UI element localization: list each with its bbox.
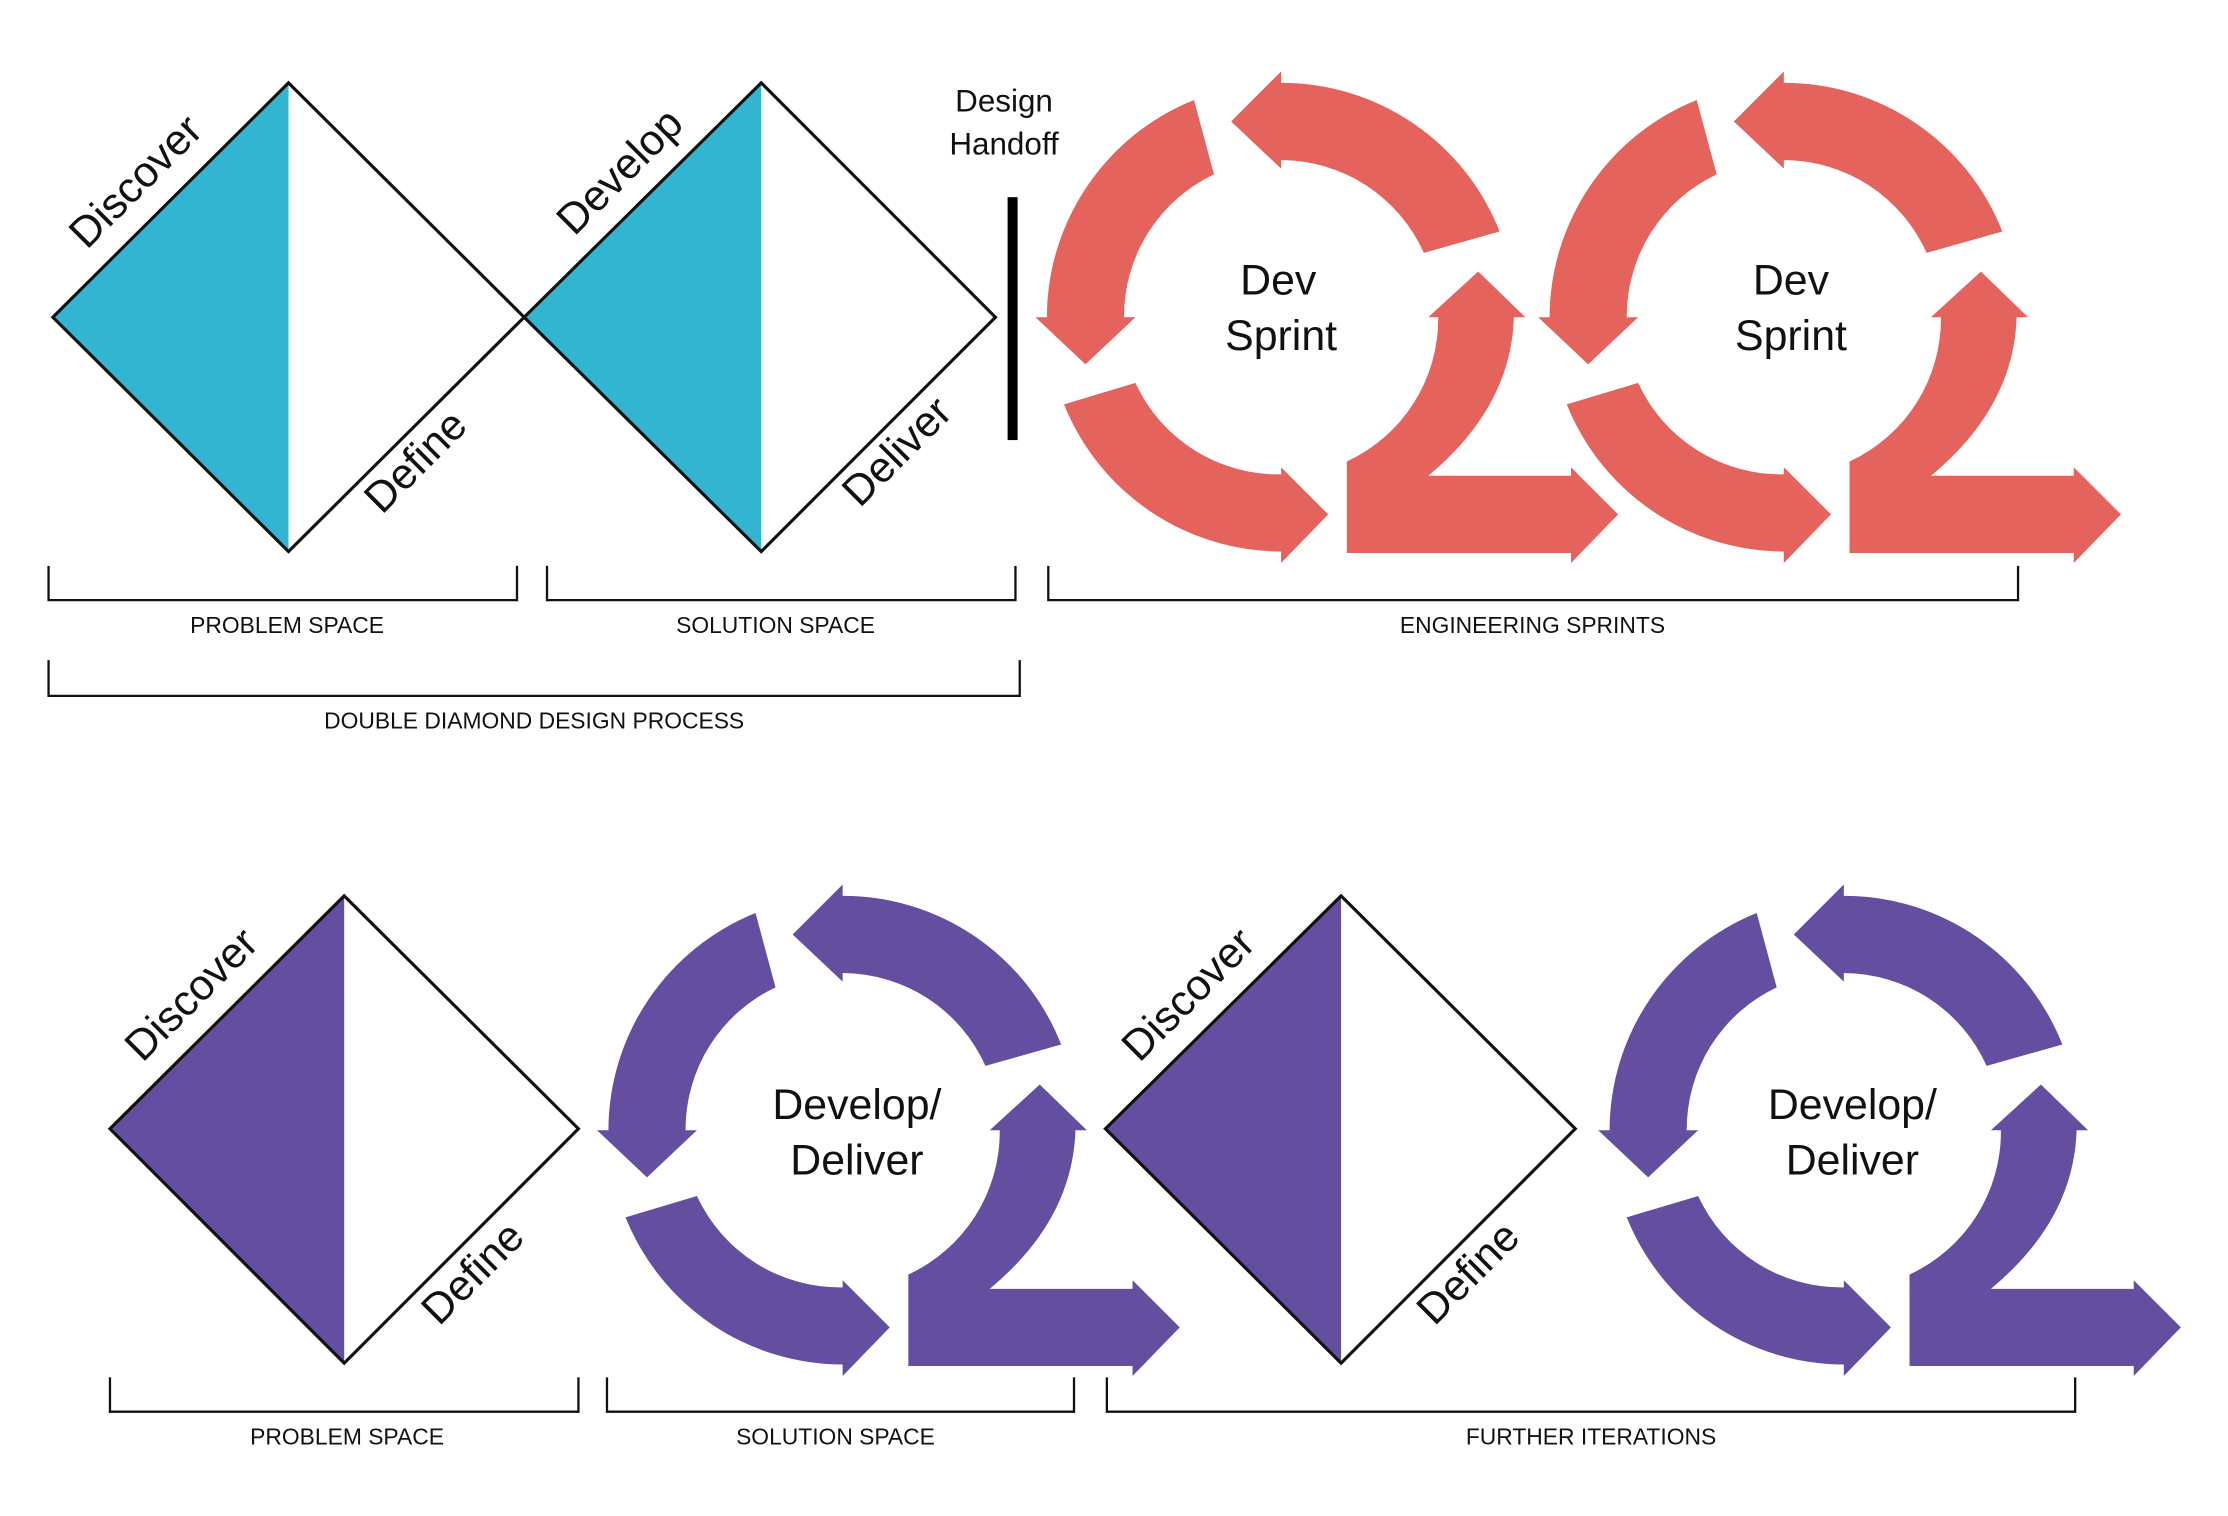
bracket-label-solution-space: SOLUTION SPACE [676, 612, 875, 638]
sprint-label-line1: Dev [1753, 256, 1830, 304]
develop-deliver-cycle-2: Develop/ Deliver [1598, 884, 2181, 1376]
bottom-diamond-1: Discover Define [107, 893, 581, 1366]
bracket-label-problem-space: PROBLEM SPACE [190, 612, 384, 638]
handoff-line1: Design [955, 83, 1053, 118]
bracket-label-problem-space: PROBLEM SPACE [250, 1424, 444, 1450]
phase-label-define: Define [412, 1212, 533, 1334]
phase-label-define: Define [355, 401, 476, 523]
dev-sprint-2: Dev Sprint [1538, 71, 2121, 563]
top-brackets: PROBLEM SPACE SOLUTION SPACE ENGINEERING… [47, 565, 2020, 734]
cycle-label-line1: Develop/ [1768, 1081, 1937, 1129]
cycle-label-line2: Deliver [1786, 1136, 1919, 1184]
sprint-label-line1: Dev [1240, 256, 1317, 304]
bottom-brackets: PROBLEM SPACE SOLUTION SPACE FURTHER ITE… [108, 1377, 2077, 1450]
handoff-line2: Handoff [949, 126, 1059, 161]
phase-label-define: Define [1408, 1212, 1529, 1334]
sprint-label-line2: Sprint [1225, 312, 1337, 360]
sprint-label-line2: Sprint [1735, 312, 1847, 360]
bottom-diamond-2: Discover Define [1103, 893, 1578, 1366]
bracket-label-double-diamond: DOUBLE DIAMOND DESIGN PROCESS [324, 708, 744, 734]
handoff-bar [1007, 197, 1018, 441]
top-diamond-1: Discover Define [50, 80, 527, 554]
bracket-label-further-iterations: FURTHER ITERATIONS [1466, 1424, 1716, 1450]
bracket-label-engineering-sprints: ENGINEERING SPRINTS [1400, 612, 1665, 638]
cycle-label-line2: Deliver [790, 1136, 923, 1184]
top-diamond-2: Develop Deliver [521, 80, 998, 554]
bracket-label-solution-space: SOLUTION SPACE [736, 1424, 935, 1450]
phase-label-deliver: Deliver [833, 387, 961, 515]
cycle-label-line1: Develop/ [772, 1081, 941, 1129]
dev-sprint-1: Dev Sprint [1035, 71, 1619, 563]
design-handoff: Design Handoff [949, 83, 1059, 441]
develop-deliver-cycle-1: Develop/ Deliver [596, 884, 1180, 1376]
